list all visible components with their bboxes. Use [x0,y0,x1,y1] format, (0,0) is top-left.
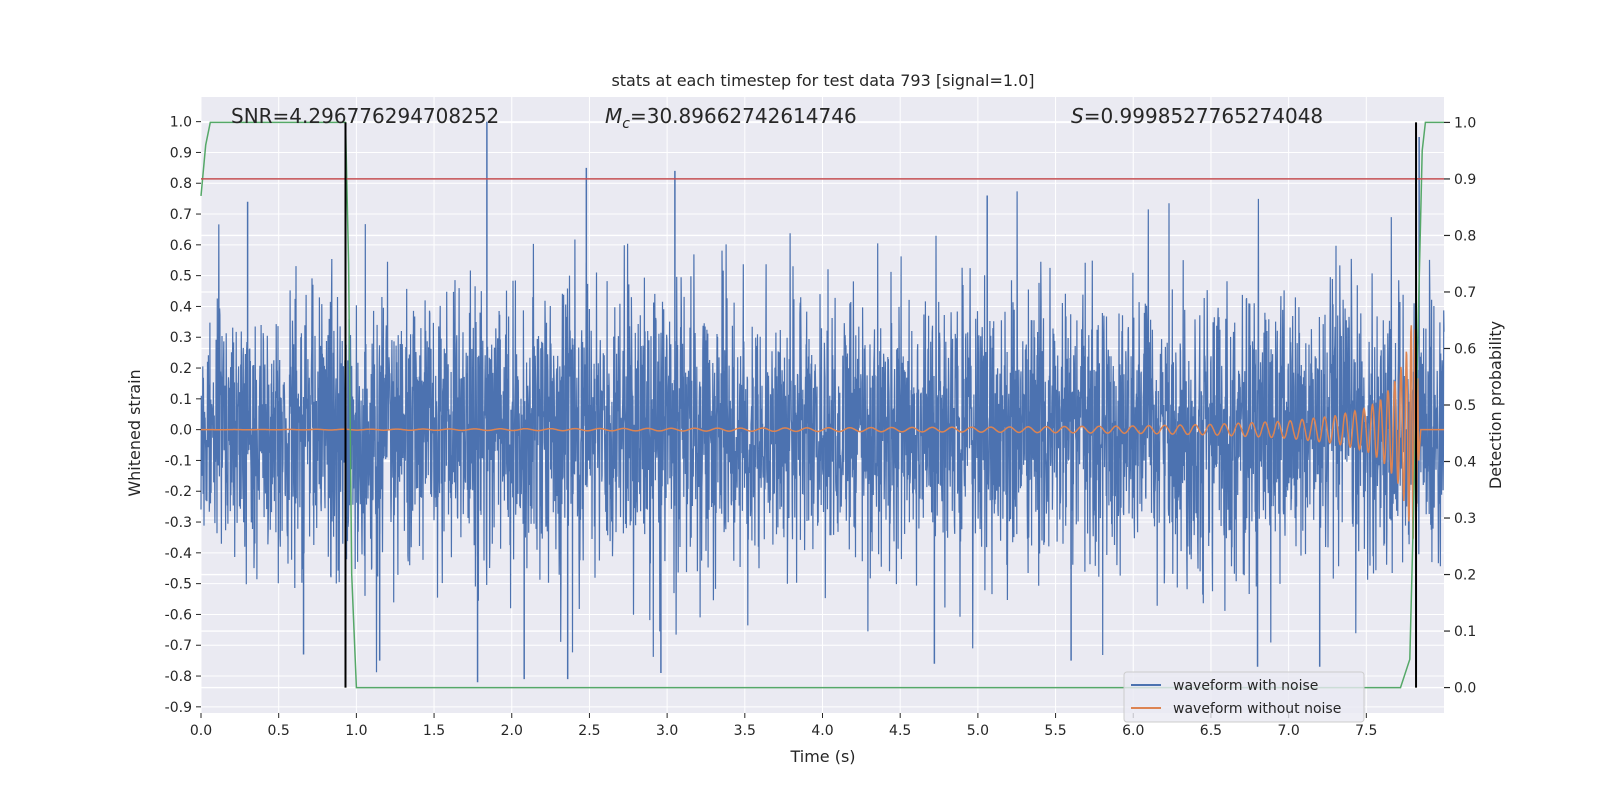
chirp-mass-symbol: M [605,104,622,128]
legend: waveform with noise waveform without noi… [1123,671,1365,723]
x-tick-label: 0.0 [190,723,212,739]
y-tick-label-right: 0.3 [1454,511,1476,527]
legend-label-without-noise: waveform without noise [1173,701,1341,717]
y-tick-label-left: 0.3 [170,330,192,346]
y-axis-label-left: Whitened strain [125,369,144,496]
x-tick-label: 4.0 [811,723,833,739]
x-axis-label: Time (s) [789,747,855,766]
y-tick-label-left: -0.8 [165,669,192,685]
x-tick-label: 3.0 [656,723,678,739]
clean-waveform-line [201,325,1444,540]
s-symbol: S [1071,104,1084,128]
y-axis-label-right: Detection probability [1486,321,1505,489]
legend-label-with-noise: waveform with noise [1173,678,1318,694]
y-tick-label-right: 0.1 [1454,624,1476,640]
y-tick-label-left: 0.2 [170,361,192,377]
y-tick-label-left: 0.6 [170,238,192,254]
y-tick-label-left: 0.5 [170,269,192,285]
y-tick-label-left: -0.6 [165,607,192,623]
y-tick-label-right: 0.0 [1454,681,1476,697]
y-tick-label-left: -0.9 [165,700,192,716]
y-tick-label-left: 0.4 [170,299,192,315]
x-tick-label: 2.5 [578,723,600,739]
chirp-mass-annotation: Mc=30.89662742614746 [605,104,857,132]
chirp-mass-value: =30.89662742614746 [630,104,857,128]
detection-probability-line [200,121,1444,689]
x-tick-label: 6.5 [1200,723,1222,739]
y-tick-label-right: 1.0 [1454,115,1476,131]
s-value: =0.9998527765274048 [1084,104,1323,128]
y-tick-label-left: -0.4 [165,546,192,562]
y-tick-label-right: 0.7 [1454,285,1476,301]
y-tick-label-right: 0.8 [1454,228,1476,244]
x-tick-label: 7.0 [1277,723,1299,739]
chirp-mass-subscript: c [622,116,630,132]
y-tick-label-left: 0.1 [170,392,192,408]
y-tick-label-left: 0.9 [170,145,192,161]
tick-layer: 0.0 0.5 1.0 1.5 2.0 2.5 3.0 3.5 4.0 4.5 5.0 5.5 6.0 6… [165,115,1477,739]
x-tick-label: 0.5 [268,723,290,739]
x-tick-label: 6.0 [1122,723,1144,739]
y-tick-label-right: 0.6 [1454,341,1476,357]
x-tick-label: 1.0 [345,723,367,739]
x-tick-label: 2.0 [501,723,523,739]
y-tick-label-left: -0.5 [165,577,192,593]
y-tick-label-right: 0.4 [1454,455,1476,471]
y-tick-label-left: -0.7 [165,638,192,654]
series-layer [200,121,1445,689]
x-tick-label: 1.5 [423,723,445,739]
y-tick-label-left: -0.3 [165,515,192,531]
x-tick-label: 5.0 [967,723,989,739]
y-tick-label-left: 0.0 [170,423,192,439]
y-tick-label-left: 0.8 [170,176,192,192]
noisy-waveform-line [200,191,1445,673]
y-tick-label-right: 0.9 [1454,172,1476,188]
x-tick-label: 4.5 [889,723,911,739]
chart-title: stats at each timestep for test data 793… [611,71,1034,90]
snr-annotation: SNR=4.296776294708252 [231,104,499,128]
x-tick-label: 5.5 [1044,723,1066,739]
y-tick-label-right: 0.2 [1454,568,1476,584]
legend-box [1123,671,1365,723]
y-tick-label-right: 0.5 [1454,398,1476,414]
y-tick-label-left: 1.0 [170,115,192,131]
s-annotation: S=0.9998527765274048 [1071,104,1323,128]
x-tick-label: 7.5 [1355,723,1377,739]
y-tick-label-left: -0.2 [165,484,192,500]
y-tick-label-left: -0.1 [165,453,192,469]
y-tick-label-left: 0.7 [170,207,192,223]
x-tick-label: 3.5 [734,723,756,739]
